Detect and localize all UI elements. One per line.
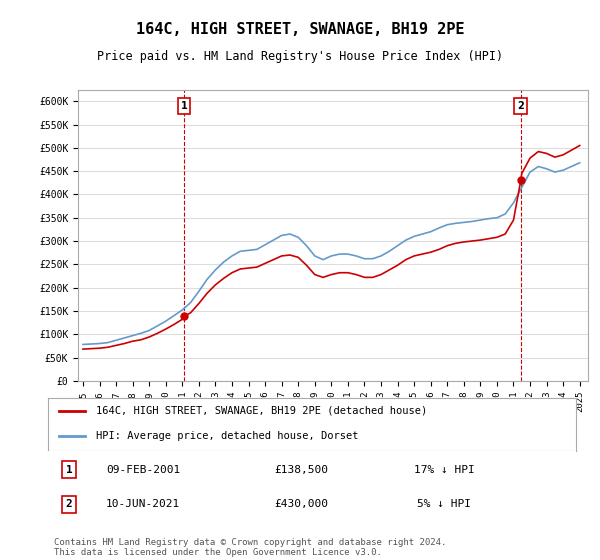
- Text: £138,500: £138,500: [274, 465, 328, 475]
- Text: 10-JUN-2021: 10-JUN-2021: [106, 500, 180, 510]
- Text: 1: 1: [66, 465, 73, 475]
- Text: Price paid vs. HM Land Registry's House Price Index (HPI): Price paid vs. HM Land Registry's House …: [97, 50, 503, 63]
- Text: HPI: Average price, detached house, Dorset: HPI: Average price, detached house, Dors…: [95, 431, 358, 441]
- Text: 2: 2: [66, 500, 73, 510]
- Text: 1: 1: [181, 101, 188, 111]
- Text: 164C, HIGH STREET, SWANAGE, BH19 2PE: 164C, HIGH STREET, SWANAGE, BH19 2PE: [136, 22, 464, 38]
- Text: £430,000: £430,000: [274, 500, 328, 510]
- Text: Contains HM Land Registry data © Crown copyright and database right 2024.
This d: Contains HM Land Registry data © Crown c…: [54, 538, 446, 557]
- Text: 5% ↓ HPI: 5% ↓ HPI: [417, 500, 471, 510]
- Text: 164C, HIGH STREET, SWANAGE, BH19 2PE (detached house): 164C, HIGH STREET, SWANAGE, BH19 2PE (de…: [95, 406, 427, 416]
- Text: 2: 2: [517, 101, 524, 111]
- Text: 17% ↓ HPI: 17% ↓ HPI: [413, 465, 475, 475]
- Text: 09-FEB-2001: 09-FEB-2001: [106, 465, 180, 475]
